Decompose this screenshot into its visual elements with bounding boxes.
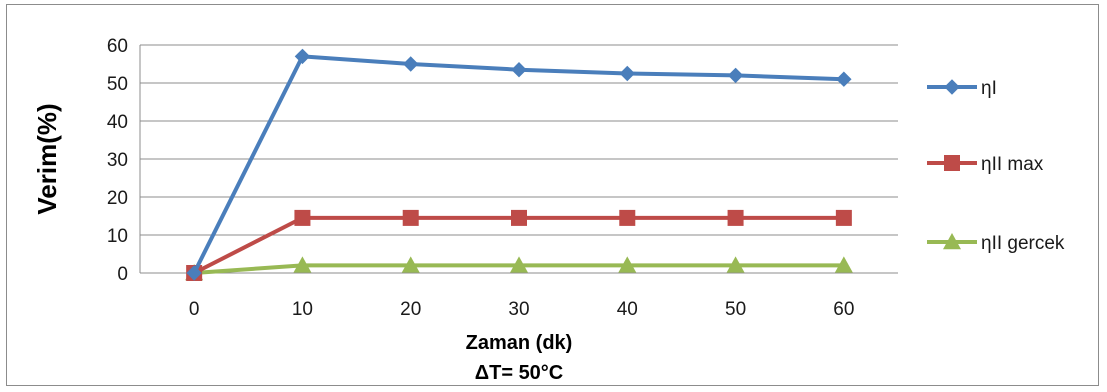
data-point [294, 209, 311, 226]
y-tick-label: 60 [107, 36, 128, 57]
data-point [727, 209, 744, 226]
series-1 [186, 209, 852, 281]
legend-item: ηII max [927, 154, 1044, 175]
grid-lines [140, 44, 898, 274]
x-tick-label: 10 [292, 299, 313, 320]
legend-item: ηII gercek [927, 233, 1065, 254]
legend-label: ηI [981, 78, 997, 99]
legend-marker [943, 233, 961, 250]
legend: ηI ηII max ηII gercek [927, 78, 1065, 254]
data-point [619, 209, 636, 226]
x-tick-labels: 0 10 20 30 40 50 60 [189, 299, 855, 320]
x-tick-label: 0 [189, 299, 200, 320]
data-point [401, 256, 420, 273]
data-point [294, 48, 311, 65]
data-point [402, 209, 419, 226]
series-2 [185, 256, 853, 281]
y-tick-label: 20 [107, 188, 128, 209]
data-point [511, 61, 527, 78]
x-tick-label: 20 [400, 299, 421, 320]
y-tick-label: 40 [107, 112, 128, 133]
data-point [835, 209, 852, 226]
y-tick-labels: 0 10 20 30 40 50 60 [107, 36, 128, 285]
data-point [186, 265, 202, 281]
y-tick-label: 0 [117, 264, 128, 285]
data-point [293, 256, 312, 273]
legend-marker [944, 79, 960, 95]
line-chart: 0 10 20 30 40 50 60 0 10 20 30 40 50 60 ηI ηII max ηII… [32, 36, 1065, 384]
data-point [619, 65, 635, 82]
series-lines [185, 48, 853, 281]
legend-marker [944, 155, 960, 171]
y-tick-label: 50 [107, 74, 128, 95]
data-point [618, 256, 637, 273]
data-point [836, 71, 852, 87]
x-tick-label: 30 [508, 299, 529, 320]
legend-label: ηII gercek [981, 233, 1065, 254]
y-tick-label: 10 [107, 226, 128, 247]
x-tick-label: 40 [617, 299, 638, 320]
chart-frame: 0 10 20 30 40 50 60 0 10 20 30 40 50 60 ηI ηII max ηII… [6, 4, 1099, 386]
data-point [403, 56, 419, 72]
x-axis-title: Zaman (dk) [466, 332, 573, 354]
data-point [510, 256, 528, 273]
y-axis-title: Verim(%) [32, 103, 62, 214]
data-point [511, 209, 527, 226]
series-0 [186, 48, 852, 281]
x-tick-label: 50 [725, 299, 746, 320]
legend-item: ηI [927, 78, 997, 99]
series-line [192, 54, 844, 274]
data-point [834, 256, 853, 273]
x-tick-label: 60 [833, 299, 854, 320]
legend-label: ηII max [981, 154, 1044, 175]
data-point [726, 256, 745, 273]
x-axis-subtitle: ΔT= 50°C [475, 362, 564, 384]
y-tick-label: 30 [107, 150, 128, 171]
data-point [727, 67, 744, 84]
